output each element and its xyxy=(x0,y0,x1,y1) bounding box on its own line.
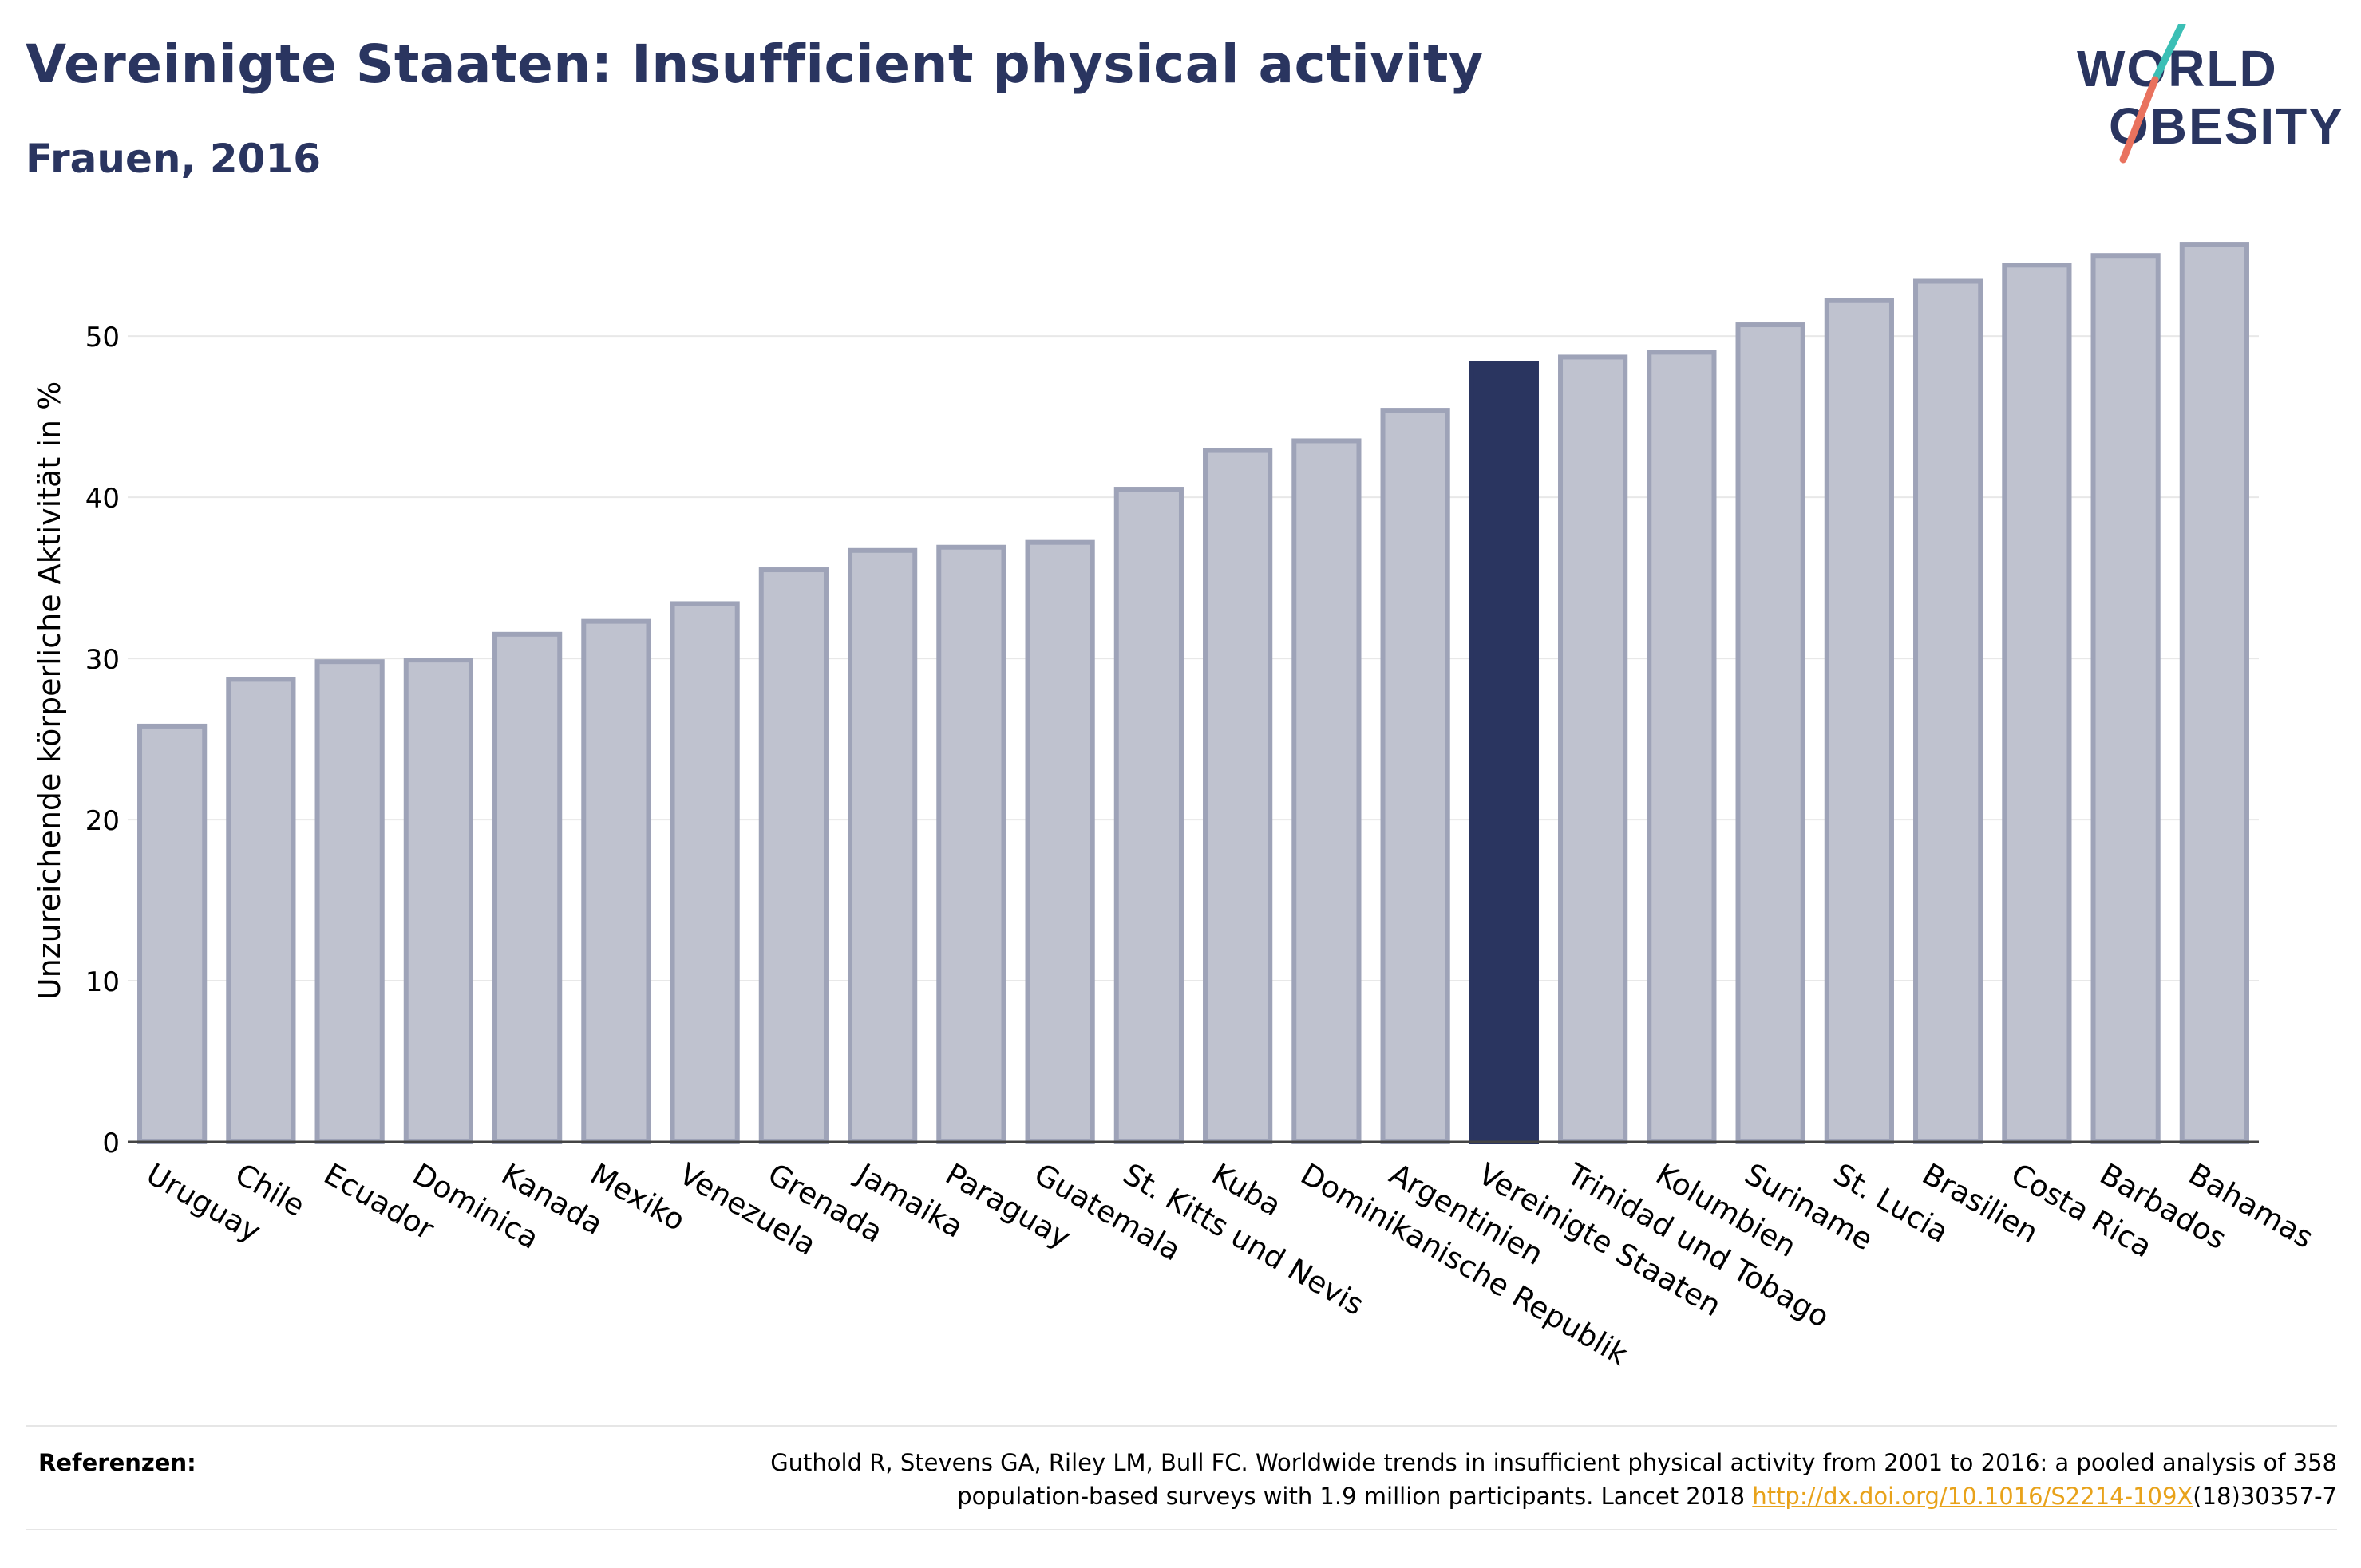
bar-kolumbien xyxy=(1647,350,1717,1144)
bar-kuba xyxy=(1203,448,1273,1144)
bar-bahamas xyxy=(2179,242,2249,1144)
bar-vereinigte-staaten xyxy=(1469,361,1539,1144)
references-label: Referenzen: xyxy=(38,1449,196,1476)
bar-st-kitts-und-nevis xyxy=(1113,487,1184,1144)
reference-doi-link[interactable]: http://dx.doi.org/10.1016/S2214-109X xyxy=(1752,1483,2193,1510)
y-tick-label: 10 xyxy=(85,966,120,998)
bar-mexiko xyxy=(581,618,651,1144)
reference-line-1: Guthold R, Stevens GA, Riley LM, Bull FC… xyxy=(770,1449,2337,1476)
references-text: Guthold R, Stevens GA, Riley LM, Bull FC… xyxy=(421,1446,2337,1513)
logo-text-world: WORLD xyxy=(2077,40,2278,97)
bar-costa-rica xyxy=(2002,263,2072,1144)
page-title: Vereinigte Staaten: Insufficient physica… xyxy=(26,34,1484,95)
y-axis-label: Unzureichende körperliche Aktivität in % xyxy=(32,381,67,1000)
bar-guatemala xyxy=(1025,539,1095,1144)
bar-dominica xyxy=(403,658,473,1144)
world-obesity-logo: WORLD OBESITY xyxy=(2077,24,2343,164)
bar-brasilien xyxy=(1913,278,1983,1144)
bar-barbados xyxy=(2090,253,2161,1145)
y-tick-label: 50 xyxy=(85,322,120,353)
references-section: Referenzen: Guthold R, Stevens GA, Riley… xyxy=(26,1425,2337,1530)
bar-st-lucia xyxy=(1824,298,1894,1144)
logo-slash-coral xyxy=(2119,76,2159,164)
bar-paraguay xyxy=(936,544,1006,1144)
bar-trinidad-und-tobago xyxy=(1558,354,1628,1145)
y-tick-label: 20 xyxy=(85,805,120,837)
grid-lines xyxy=(128,335,2259,982)
y-tick-label: 0 xyxy=(102,1128,120,1159)
bar-argentinien xyxy=(1380,408,1450,1144)
page-subtitle: Frauen, 2016 xyxy=(26,136,322,182)
bar-kanada xyxy=(492,631,563,1144)
logo-slash-teal xyxy=(2151,24,2186,84)
bar-dominikanische-republik xyxy=(1291,438,1362,1144)
y-tick-label: 40 xyxy=(85,483,120,515)
bar-jamaika xyxy=(848,547,918,1144)
bar-uruguay xyxy=(137,723,208,1144)
bar-chile xyxy=(226,677,296,1144)
y-tick-labels: 0 10 20 30 40 50 xyxy=(85,322,120,1159)
y-tick-label: 30 xyxy=(85,644,120,676)
reference-line-2-end: (18)30357-7 xyxy=(2193,1483,2337,1510)
bar-suriname xyxy=(1735,322,1805,1144)
reference-line-2: population-based surveys with 1.9 millio… xyxy=(957,1483,1753,1510)
bar-venezuela xyxy=(670,601,740,1144)
bars xyxy=(137,242,2249,1145)
bar-ecuador xyxy=(314,659,385,1144)
bar-grenada xyxy=(758,567,829,1144)
